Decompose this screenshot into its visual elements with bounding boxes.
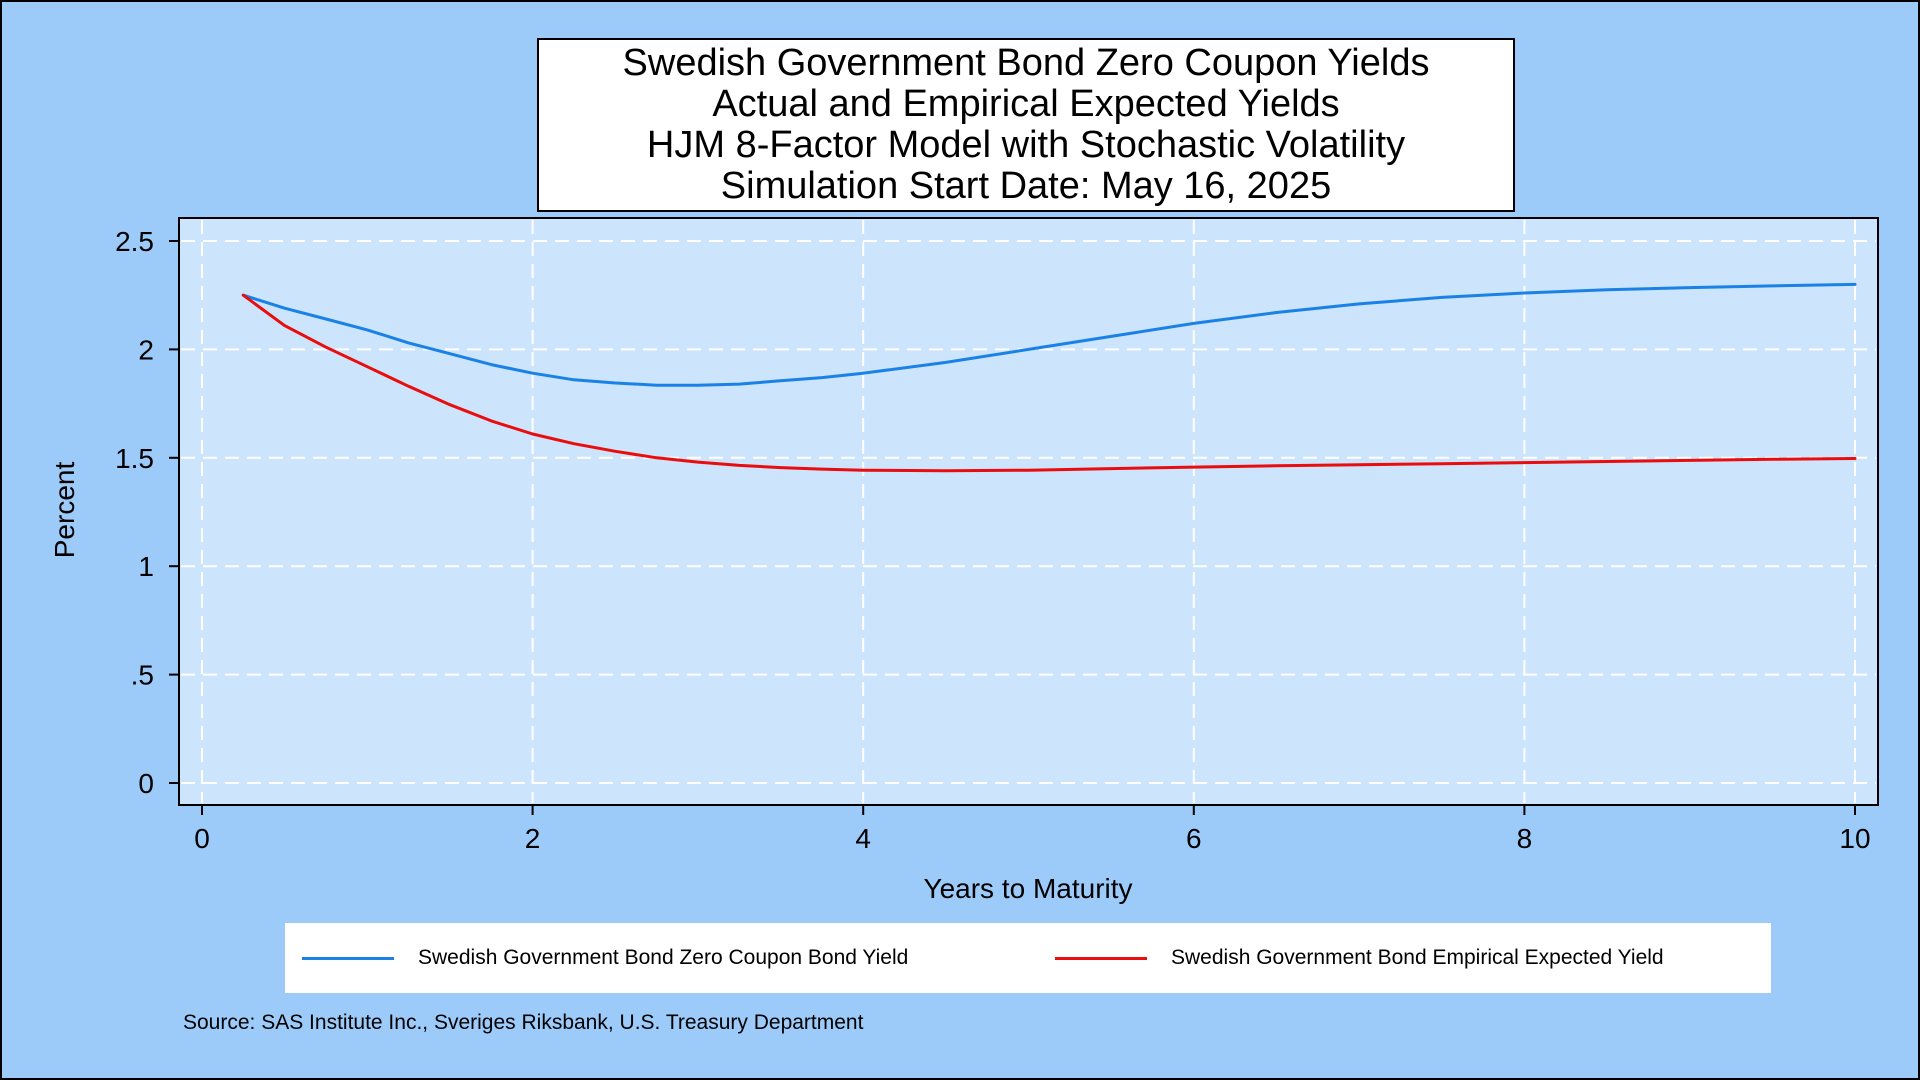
plot-area (178, 217, 1879, 806)
y-axis-title: Percent (49, 462, 80, 559)
legend-swatch-actual-yield (302, 956, 394, 960)
x-tick-label-4: 8 (1517, 823, 1533, 854)
x-axis-title: Years to Maturity (923, 873, 1132, 904)
legend-item-expected-yield: Swedish Government Bond Empirical Expect… (1055, 923, 1664, 993)
x-tick-label-0: 0 (194, 823, 210, 854)
x-tick-label-2: 4 (855, 823, 871, 854)
x-tick-label-5: 10 (1839, 823, 1870, 854)
y-tick-label-0: 0 (138, 768, 154, 799)
chart-title-line-1: Swedish Government Bond Zero Coupon Yiel… (622, 42, 1430, 84)
chart-title-line-2: Actual and Empirical Expected Yields (712, 83, 1340, 125)
x-tick-label-1: 2 (525, 823, 541, 854)
legend-swatch-expected-yield (1055, 956, 1147, 960)
legend: Swedish Government Bond Zero Coupon Bond… (285, 923, 1771, 993)
legend-label-expected-yield: Swedish Government Bond Empirical Expect… (1171, 946, 1664, 969)
chart-title-line-4: Simulation Start Date: May 16, 2025 (720, 165, 1332, 207)
y-tick-label-2: 1 (138, 551, 154, 582)
y-tick-label-3: 1.5 (115, 443, 154, 474)
legend-label-actual-yield: Swedish Government Bond Zero Coupon Bond… (418, 946, 909, 969)
chart-title-line-3: HJM 8-Factor Model with Stochastic Volat… (646, 124, 1406, 166)
series-line-expected-yield (241, 293, 1857, 473)
y-tick-label-4: 2 (138, 334, 154, 365)
chart-title-box: Swedish Government Bond Zero Coupon Yiel… (537, 38, 1515, 212)
series-line-actual-yield (241, 282, 1857, 387)
y-tick-label-1: .5 (131, 660, 154, 691)
x-tick-label-3: 6 (1186, 823, 1202, 854)
source-note: Source: SAS Institute Inc., Sveriges Rik… (183, 1011, 864, 1034)
y-tick-label-5: 2.5 (115, 226, 154, 257)
legend-item-actual-yield: Swedish Government Bond Zero Coupon Bond… (302, 923, 908, 993)
